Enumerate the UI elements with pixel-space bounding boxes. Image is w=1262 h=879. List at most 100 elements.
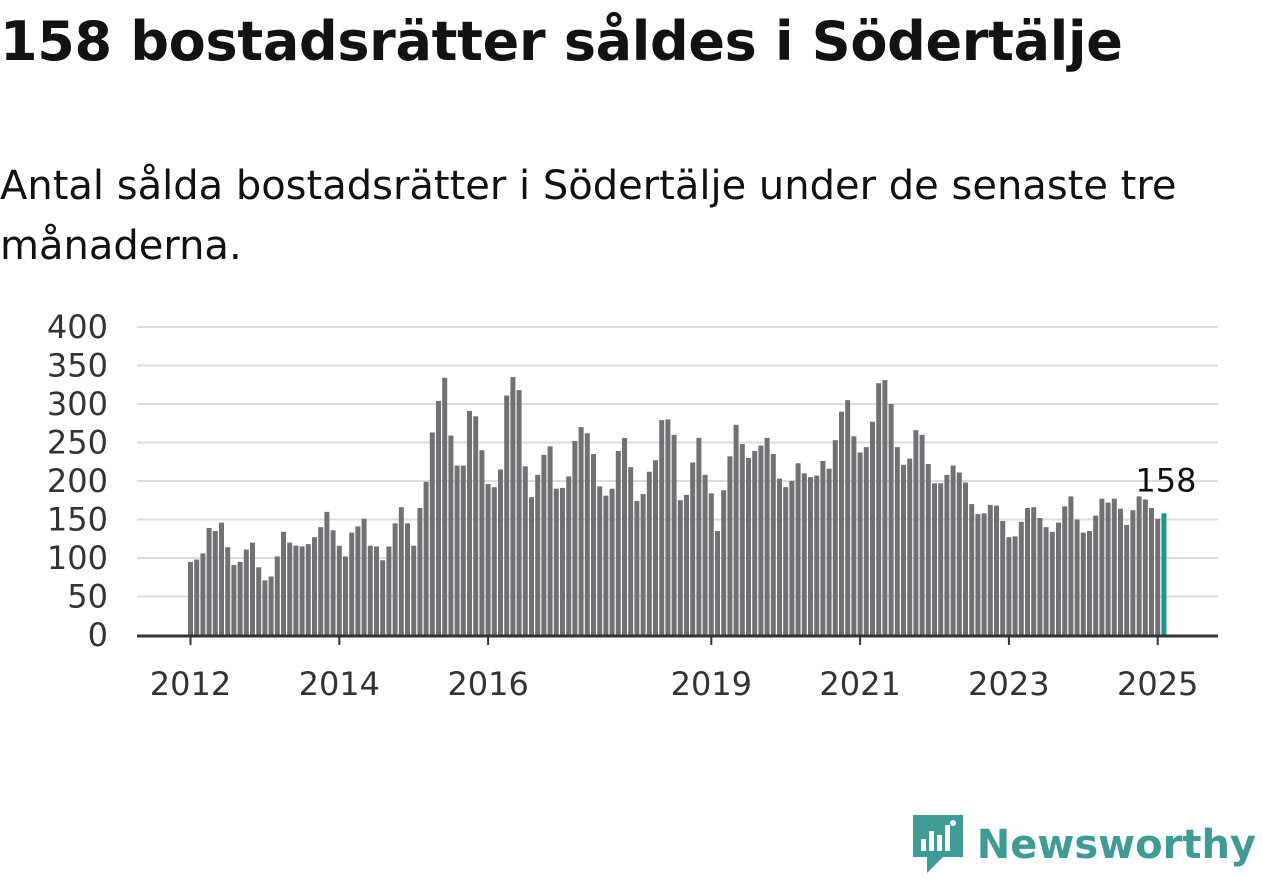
bar <box>938 483 944 635</box>
bar <box>349 532 355 635</box>
newsworthy-logo: Newsworthy <box>912 815 1256 875</box>
bar <box>1142 499 1148 635</box>
bar <box>814 475 820 635</box>
bar <box>622 437 627 635</box>
bar <box>1099 498 1105 635</box>
y-tick-label: 250 <box>47 424 108 462</box>
bar <box>1155 518 1161 635</box>
bar <box>1006 537 1012 635</box>
x-tick-label: 2019 <box>671 665 752 703</box>
bar <box>1080 532 1086 635</box>
bar <box>739 444 745 635</box>
bar <box>913 430 919 635</box>
x-tick-label: 2014 <box>299 665 380 703</box>
bar <box>299 546 305 635</box>
bar <box>1087 531 1092 635</box>
bar <box>851 436 857 635</box>
y-tick-label: 350 <box>47 347 108 385</box>
bar <box>398 507 404 635</box>
bar <box>1074 519 1080 635</box>
bar <box>746 457 751 635</box>
bar <box>504 395 510 635</box>
bar <box>783 487 789 635</box>
bar <box>578 427 584 635</box>
bar <box>392 523 398 635</box>
bar <box>256 567 262 635</box>
bar <box>659 420 665 635</box>
bar <box>367 545 373 635</box>
x-tick-label: 2012 <box>150 665 231 703</box>
bar <box>312 537 317 635</box>
bar <box>293 545 299 635</box>
bar <box>646 471 652 635</box>
x-tick-label: 2025 <box>1117 665 1198 703</box>
bar <box>839 411 844 635</box>
bar <box>925 464 931 635</box>
bar <box>777 478 782 635</box>
bar <box>1018 521 1024 635</box>
bar <box>566 476 572 635</box>
bar <box>541 454 547 635</box>
bar <box>919 434 925 635</box>
bar <box>801 473 807 635</box>
bar <box>355 526 361 635</box>
bar <box>547 446 553 635</box>
bar <box>231 564 237 635</box>
y-tick-label: 100 <box>47 539 108 577</box>
bar <box>1136 496 1142 635</box>
bar <box>281 531 286 635</box>
bar <box>305 544 311 635</box>
bar <box>1012 536 1018 635</box>
bar <box>609 488 615 635</box>
bar <box>460 465 466 635</box>
bar <box>770 454 776 635</box>
chart-title: 158 bostadsrätter såldes i Södertälje <box>0 10 1123 73</box>
bar <box>591 454 596 635</box>
bar <box>987 504 993 635</box>
bar <box>423 481 429 635</box>
bar <box>857 452 863 635</box>
bar <box>894 447 900 635</box>
bar <box>491 487 497 635</box>
bar <box>1062 506 1068 635</box>
bar <box>863 447 869 635</box>
bar <box>653 460 658 635</box>
bar <box>467 410 472 635</box>
bar <box>888 404 894 635</box>
bar <box>845 400 851 635</box>
bar <box>485 484 491 635</box>
bar <box>696 437 702 635</box>
bar <box>764 437 770 635</box>
bar <box>219 522 224 635</box>
bar <box>454 465 460 635</box>
bar <box>950 465 956 635</box>
bar <box>225 547 231 635</box>
bar <box>498 469 503 635</box>
bar <box>963 482 968 635</box>
bar <box>553 488 559 635</box>
bar <box>330 530 336 635</box>
bar <box>268 576 274 635</box>
bar <box>956 472 962 635</box>
bar <box>1124 524 1130 635</box>
bar <box>442 377 448 635</box>
bar <box>324 511 330 635</box>
bar <box>212 531 218 635</box>
bar <box>417 507 423 635</box>
gridlines <box>137 326 1218 598</box>
x-tick-label: 2021 <box>819 665 900 703</box>
bar <box>684 494 689 635</box>
bar <box>237 561 243 635</box>
bar <box>584 433 590 635</box>
bar <box>336 545 342 635</box>
annotations: 158 <box>1135 461 1196 499</box>
bar <box>529 497 534 635</box>
y-tick-label: 0 <box>88 616 108 654</box>
bar <box>901 464 906 635</box>
newsworthy-icon <box>912 815 963 873</box>
bar <box>634 501 640 635</box>
bar <box>243 549 249 635</box>
bar <box>969 504 975 635</box>
